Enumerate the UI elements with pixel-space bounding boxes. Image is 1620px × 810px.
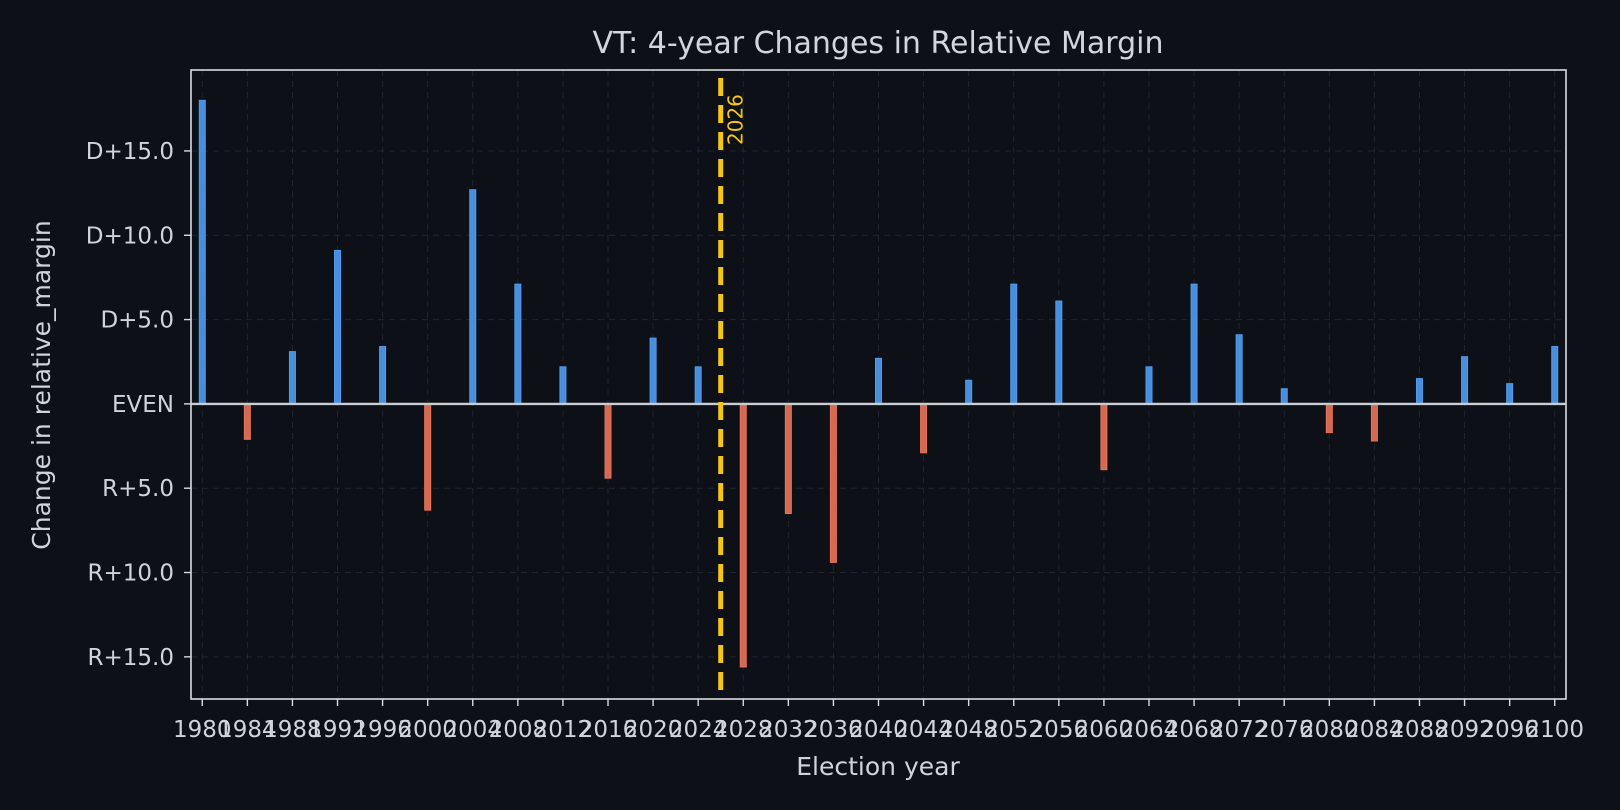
x-tick-label-26: 2084 (1345, 717, 1404, 743)
x-axis-label: Election year (796, 752, 960, 781)
bar-2084 (1370, 403, 1378, 442)
y-axis-ticks: D+15.0 D+10.0 D+5.0 EVEN R+5.0 R+10.0 R+15.0 (86, 139, 191, 671)
bar-2068 (1190, 283, 1198, 405)
x-tick-label-13: 2032 (759, 717, 818, 743)
bar-2056 (1055, 300, 1063, 405)
bar-2004 (469, 189, 477, 405)
x-tick-label-0: 1980 (173, 717, 232, 743)
x-tick-label-23: 2072 (1210, 717, 1269, 743)
x-tick-label-16: 2044 (894, 717, 953, 743)
x-tick-label-5: 2000 (398, 717, 457, 743)
bar-2076 (1280, 388, 1288, 405)
x-tick-label-6: 2004 (443, 717, 502, 743)
bar-2012 (559, 366, 567, 405)
bar-2092 (1461, 356, 1469, 405)
y-tick-label-2: D+5.0 (100, 308, 174, 334)
x-tick-label-9: 2016 (579, 717, 638, 743)
x-tick-label-28: 2092 (1435, 717, 1494, 743)
x-tick-label-12: 2028 (714, 717, 773, 743)
bar-2016 (604, 403, 612, 479)
x-tick-label-14: 2036 (804, 717, 863, 743)
y-tick-label-0: D+15.0 (86, 139, 174, 165)
x-tick-label-20: 2060 (1075, 717, 1134, 743)
bar-2080 (1325, 403, 1333, 434)
bar-2040 (875, 357, 882, 405)
bar-1992 (334, 249, 342, 405)
bar-1980 (198, 99, 206, 405)
bar-2036 (829, 403, 837, 563)
y-axis-label: Change in relative_margin (27, 220, 56, 549)
x-tick-label-30: 2100 (1525, 717, 1584, 743)
x-axis-ticks: 1980198419881992199620002004200820122016… (173, 699, 1584, 743)
x-tick-label-17: 2048 (939, 717, 998, 743)
bar-2048 (965, 379, 973, 405)
chart-title: VT: 4-year Changes in Relative Margin (593, 26, 1164, 61)
bar-2008 (514, 283, 522, 405)
x-tick-label-27: 2088 (1390, 717, 1449, 743)
bar-2088 (1415, 378, 1423, 405)
bar-2052 (1010, 283, 1018, 405)
y-tick-label-1: D+10.0 (86, 223, 174, 249)
x-tick-label-25: 2080 (1300, 717, 1359, 743)
bar-2020 (649, 337, 657, 405)
x-tick-label-8: 2012 (534, 717, 593, 743)
bar-2028 (739, 403, 747, 668)
bar-1988 (288, 351, 296, 405)
y-tick-label-3: EVEN (112, 392, 174, 418)
x-tick-label-3: 1992 (308, 717, 367, 743)
x-tick-label-19: 2056 (1030, 717, 1089, 743)
x-tick-label-21: 2064 (1120, 717, 1179, 743)
y-tick-label-5: R+10.0 (88, 561, 174, 587)
reference-line-label: 2026 (724, 94, 748, 145)
bar-2032 (784, 403, 792, 515)
x-tick-label-22: 2068 (1165, 717, 1224, 743)
bar-1984 (243, 403, 251, 440)
x-tick-label-2: 1988 (263, 717, 322, 743)
bar-2096 (1506, 383, 1514, 405)
y-tick-label-4: R+5.0 (102, 476, 174, 502)
bar-2044 (920, 403, 928, 454)
x-tick-label-7: 2008 (489, 717, 548, 743)
x-tick-label-4: 1996 (353, 717, 412, 743)
bar-2064 (1145, 366, 1153, 405)
y-tick-label-6: R+15.0 (88, 645, 174, 671)
x-tick-label-10: 2020 (624, 717, 683, 743)
grid-layer (191, 70, 1566, 699)
x-tick-label-18: 2052 (984, 717, 1043, 743)
x-tick-label-24: 2076 (1255, 717, 1314, 743)
bar-1996 (379, 346, 387, 405)
x-tick-label-29: 2096 (1480, 717, 1539, 743)
x-tick-label-15: 2040 (849, 717, 908, 743)
bar-2060 (1100, 403, 1108, 471)
x-tick-label-1: 1984 (218, 717, 277, 743)
bar-2100 (1551, 346, 1559, 405)
bar-2000 (424, 403, 432, 511)
x-tick-label-11: 2024 (669, 717, 728, 743)
bar-2024 (694, 366, 702, 405)
bar-2072 (1235, 334, 1243, 405)
